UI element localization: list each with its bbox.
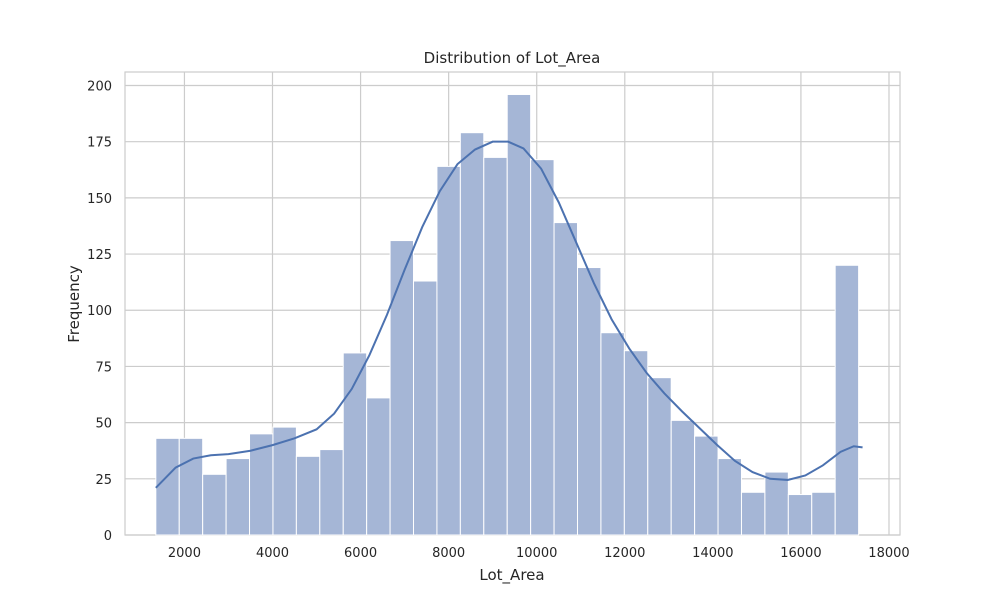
- histogram-bar: [647, 377, 672, 536]
- x-tick-label: 12000: [604, 546, 645, 561]
- histogram-bar: [717, 458, 742, 536]
- x-axis-label: Lot_Area: [479, 566, 544, 585]
- y-tick-label: 75: [95, 360, 112, 375]
- histogram-bar: [506, 93, 532, 536]
- histogram-bar: [623, 350, 649, 536]
- histogram-bar: [600, 332, 625, 536]
- histogram-bar: [366, 397, 391, 536]
- y-tick-label: 50: [95, 417, 112, 432]
- histogram-bar: [694, 435, 719, 536]
- y-tick-label: 175: [87, 136, 112, 151]
- chart-title: Distribution of Lot_Area: [424, 49, 601, 68]
- histogram-bar: [787, 494, 813, 536]
- y-axis-label: Frequency: [65, 265, 83, 343]
- histogram-bar: [225, 458, 251, 536]
- y-tick-label: 200: [87, 79, 112, 94]
- x-tick-label: 8000: [432, 546, 465, 561]
- histogram-bar: [483, 156, 508, 536]
- histogram-bar: [576, 267, 602, 536]
- x-tick-label: 18000: [868, 546, 909, 561]
- x-axis-ticks: 2000 4000 6000 8000 10000 12000 14000 16000 1800…: [168, 546, 910, 561]
- x-tick-label: 16000: [780, 546, 821, 561]
- histogram-bar: [155, 437, 180, 536]
- y-tick-label: 125: [87, 248, 112, 263]
- histogram-bar: [295, 455, 321, 536]
- histogram-bar: [389, 240, 415, 536]
- histogram-bar: [740, 491, 766, 536]
- histogram-bar: [553, 222, 578, 536]
- histogram-bar: [459, 132, 485, 536]
- histogram-bar: [436, 165, 461, 536]
- histogram-bar: [342, 352, 368, 536]
- histogram-bar: [670, 419, 696, 536]
- x-tick-label: 6000: [344, 546, 377, 561]
- y-tick-label: 25: [95, 473, 112, 488]
- histogram-bar: [834, 264, 860, 536]
- x-tick-label: 10000: [516, 546, 557, 561]
- histogram-bar: [811, 491, 836, 536]
- y-tick-label: 150: [87, 192, 112, 207]
- kde-curve: [155, 140, 863, 489]
- histogram-bar: [530, 159, 555, 536]
- x-tick-label: 14000: [692, 546, 733, 561]
- x-tick-label: 2000: [168, 546, 201, 561]
- histogram-bar: [413, 280, 438, 536]
- x-tick-label: 4000: [256, 546, 289, 561]
- histogram-bar: [202, 473, 227, 536]
- y-tick-label: 100: [87, 304, 112, 319]
- histogram-bar: [319, 449, 344, 536]
- y-tick-label: 0: [104, 529, 112, 544]
- histogram-bar: [249, 433, 274, 536]
- histogram-bars: [155, 93, 860, 536]
- histogram-bar: [178, 437, 204, 536]
- y-axis-ticks: 0 25 50 75 100 125 150 175 200: [87, 79, 112, 544]
- histogram-bar: [764, 471, 789, 536]
